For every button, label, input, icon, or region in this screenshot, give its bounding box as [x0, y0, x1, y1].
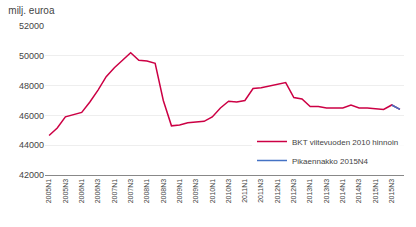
svg-text:2014N3: 2014N3 — [355, 179, 362, 204]
svg-text:2011N3: 2011N3 — [257, 179, 264, 203]
svg-text:2005N1: 2005N1 — [45, 179, 52, 204]
svg-text:2014N1: 2014N1 — [339, 179, 346, 204]
svg-text:2009N3: 2009N3 — [192, 179, 199, 204]
svg-text:2009N1: 2009N1 — [176, 179, 183, 204]
svg-text:2012N1: 2012N1 — [274, 179, 281, 204]
svg-text:50000: 50000 — [19, 51, 44, 61]
svg-text:52000: 52000 — [19, 21, 44, 31]
svg-text:2008N1: 2008N1 — [143, 179, 150, 204]
svg-text:Pikaennakko 2015N4: Pikaennakko 2015N4 — [292, 157, 369, 166]
svg-text:milj. euroa: milj. euroa — [8, 5, 55, 16]
svg-text:48000: 48000 — [19, 81, 44, 91]
svg-text:2010N1: 2010N1 — [209, 179, 216, 204]
svg-text:2013N1: 2013N1 — [306, 179, 313, 204]
svg-text:2006N3: 2006N3 — [94, 179, 101, 204]
svg-text:2008N3: 2008N3 — [160, 179, 167, 204]
svg-text:2010N3: 2010N3 — [225, 179, 232, 204]
svg-text:BKT viitevuoden 2010 hinnoin: BKT viitevuoden 2010 hinnoin — [292, 138, 398, 147]
svg-text:2006N1: 2006N1 — [78, 179, 85, 204]
svg-text:2011N1: 2011N1 — [241, 179, 248, 203]
svg-text:2007N3: 2007N3 — [127, 179, 134, 204]
svg-text:2007N1: 2007N1 — [111, 179, 118, 204]
svg-text:42000: 42000 — [19, 170, 44, 180]
svg-text:2015N1: 2015N1 — [372, 179, 379, 204]
svg-text:2013N3: 2013N3 — [323, 179, 330, 204]
svg-text:44000: 44000 — [19, 140, 44, 150]
svg-text:2005N3: 2005N3 — [62, 179, 69, 204]
svg-text:2015N3: 2015N3 — [388, 179, 395, 204]
svg-text:2012N3: 2012N3 — [290, 179, 297, 204]
svg-text:46000: 46000 — [19, 111, 44, 121]
